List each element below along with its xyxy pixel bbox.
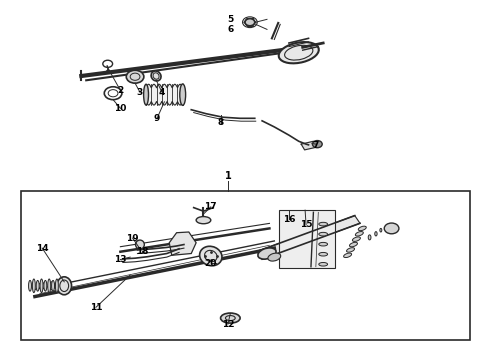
Text: 1: 1 xyxy=(224,171,231,181)
Ellipse shape xyxy=(346,248,355,252)
Text: 4: 4 xyxy=(159,87,165,96)
Ellipse shape xyxy=(28,280,31,291)
Text: 6: 6 xyxy=(227,25,233,34)
Text: 16: 16 xyxy=(283,215,295,224)
Polygon shape xyxy=(301,141,318,150)
Ellipse shape xyxy=(368,235,371,240)
Ellipse shape xyxy=(144,84,148,105)
Ellipse shape xyxy=(319,252,328,256)
Ellipse shape xyxy=(258,248,276,259)
Text: 17: 17 xyxy=(204,202,217,211)
Ellipse shape xyxy=(38,284,41,288)
Text: 7: 7 xyxy=(313,141,319,150)
Ellipse shape xyxy=(151,71,161,81)
Ellipse shape xyxy=(375,231,377,236)
Ellipse shape xyxy=(352,237,361,242)
Ellipse shape xyxy=(40,279,43,293)
Ellipse shape xyxy=(358,226,366,231)
Text: 3: 3 xyxy=(137,87,143,96)
Polygon shape xyxy=(169,232,196,255)
Ellipse shape xyxy=(319,222,328,226)
Text: 20: 20 xyxy=(205,259,217,268)
Circle shape xyxy=(245,19,255,26)
Text: 18: 18 xyxy=(136,247,148,256)
Text: 5: 5 xyxy=(227,15,233,24)
Ellipse shape xyxy=(55,279,58,293)
Text: 2: 2 xyxy=(117,86,123,95)
Ellipse shape xyxy=(220,313,240,323)
Bar xyxy=(21,191,470,339)
Text: 10: 10 xyxy=(114,104,126,113)
Text: 12: 12 xyxy=(221,320,234,329)
Ellipse shape xyxy=(44,280,47,291)
Circle shape xyxy=(384,223,399,234)
Ellipse shape xyxy=(57,277,72,295)
Ellipse shape xyxy=(343,253,352,257)
Ellipse shape xyxy=(199,246,222,266)
Ellipse shape xyxy=(355,231,363,236)
Ellipse shape xyxy=(51,280,54,291)
Ellipse shape xyxy=(319,232,328,236)
Text: 11: 11 xyxy=(90,303,102,312)
Circle shape xyxy=(313,140,322,148)
Text: 13: 13 xyxy=(114,255,126,264)
Ellipse shape xyxy=(319,262,328,266)
Ellipse shape xyxy=(136,240,145,249)
Ellipse shape xyxy=(36,280,39,291)
Text: 9: 9 xyxy=(154,114,160,123)
Ellipse shape xyxy=(349,242,358,247)
Ellipse shape xyxy=(380,228,382,232)
Bar xyxy=(279,211,335,268)
Polygon shape xyxy=(257,216,360,259)
Ellipse shape xyxy=(319,242,328,246)
Ellipse shape xyxy=(48,279,50,293)
Ellipse shape xyxy=(43,283,47,289)
Text: 14: 14 xyxy=(36,244,49,253)
Ellipse shape xyxy=(268,253,281,261)
Text: 19: 19 xyxy=(126,234,139,243)
Circle shape xyxy=(126,70,144,83)
Ellipse shape xyxy=(49,282,55,290)
Text: 15: 15 xyxy=(300,220,312,229)
Ellipse shape xyxy=(279,42,319,63)
Ellipse shape xyxy=(32,279,35,293)
Ellipse shape xyxy=(180,84,186,105)
Ellipse shape xyxy=(196,217,211,224)
Text: 8: 8 xyxy=(218,118,224,127)
